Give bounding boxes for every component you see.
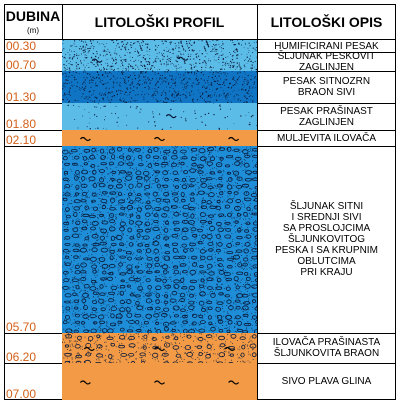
- depth-title: DUBINA: [5, 8, 61, 24]
- layer-fill: [62, 103, 257, 130]
- profile-title: LITOLOŠKI PROFIL: [94, 13, 225, 30]
- layer-depth-label: 05.70: [6, 320, 37, 334]
- layer-description: PESAK PRAŠINAST ZAGLINJEN: [280, 105, 373, 128]
- profile-column-header: LITOLOŠKI PROFIL: [62, 4, 257, 39]
- description-column-header: LITOLOŠKI OPIS: [257, 4, 396, 39]
- layer-depth-label: 00.70: [6, 58, 37, 72]
- layer-description: ŠLJUNAK SITNI I SREDNJI SIVI SA PROSLOJC…: [275, 201, 378, 278]
- layer-pattern: [67, 103, 257, 130]
- layer-fill: [62, 52, 257, 71]
- layer-pattern: [62, 146, 257, 333]
- layer-depth-label: 01.80: [6, 117, 37, 131]
- layer-description: MULJEVITA ILOVAČA: [276, 132, 377, 144]
- layer-depth-label: 06.20: [6, 350, 37, 364]
- layer-description: ŠLJUNAK PESKOVIT ZAGLINJEN: [277, 50, 376, 73]
- layer-fill: [62, 146, 257, 333]
- depth-unit: (m): [27, 26, 39, 35]
- header-divider: [4, 39, 396, 40]
- depth-column-header: DUBINA (m): [4, 4, 62, 39]
- layer-fill: [62, 71, 257, 103]
- layer-fill: [62, 40, 257, 52]
- layer-pattern: [62, 71, 257, 103]
- layer-depth-label: 07.00: [6, 387, 37, 401]
- layer-description: ILOVAČA PRAŠINASTA ŠLJUNKOVITA BRAON: [272, 337, 381, 359]
- layer-pattern: [62, 333, 257, 363]
- layer-pattern: [79, 380, 240, 385]
- layer-description: PESAK SITNOZRN BRAON SIVI: [282, 76, 371, 98]
- layer-fill: [62, 363, 257, 400]
- layer-description: SIVO PLAVA GLINA: [281, 376, 372, 387]
- layer-depth-label: 00.30: [6, 39, 37, 53]
- layer-depth-label: 01.30: [6, 90, 37, 104]
- layer-pattern: [79, 136, 240, 142]
- description-title: LITOLOŠKI OPIS: [270, 13, 383, 30]
- layer-fill: [62, 333, 257, 363]
- layer-depth-label: 02.10: [6, 133, 37, 147]
- layer-fill: [62, 130, 257, 146]
- layer-pattern: [62, 52, 257, 71]
- column-divider-profile: [257, 4, 258, 400]
- layer-pattern: [62, 40, 257, 52]
- layer-description: HUMIFICIRANI PESAK: [274, 40, 379, 52]
